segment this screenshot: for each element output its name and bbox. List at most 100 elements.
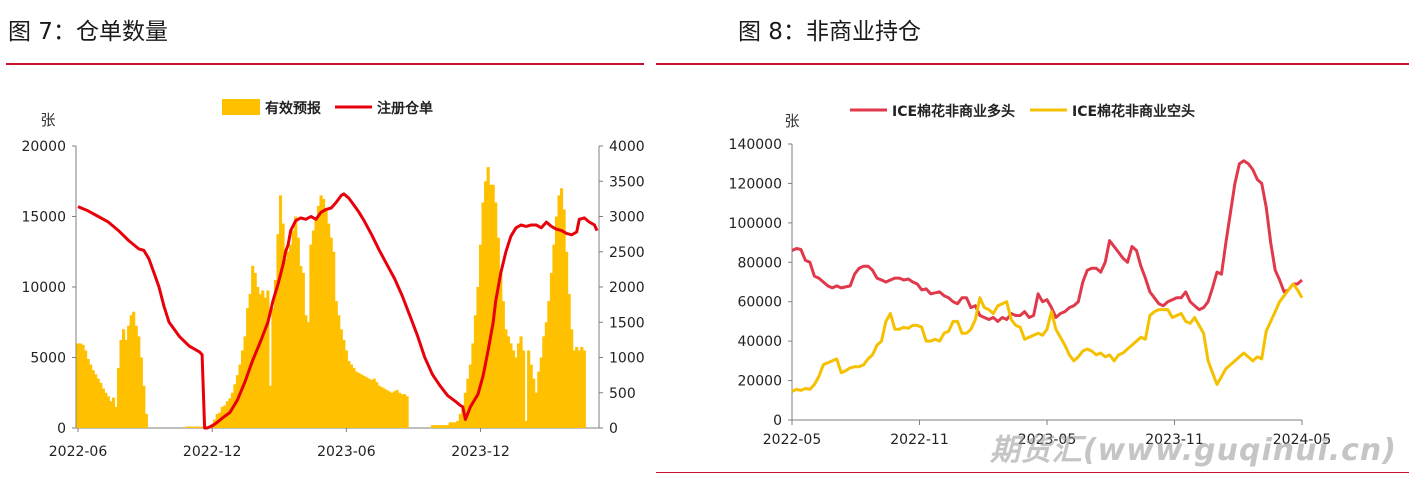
bar-effective-forecast [481, 202, 485, 428]
bar-effective-forecast [106, 396, 110, 428]
line-noncommercial-short [791, 282, 1304, 393]
bar-effective-forecast [251, 265, 255, 428]
bar-effective-forecast [392, 391, 397, 428]
y-tick-label: 0 [773, 413, 782, 429]
bar-effective-forecast [375, 382, 379, 428]
bar-effective-forecast [306, 322, 310, 428]
bar-effective-forecast [575, 346, 579, 428]
bar-effective-forecast [81, 344, 85, 428]
bar-effective-forecast [96, 378, 100, 428]
bar-effective-forecast [435, 425, 440, 428]
non-commercial-position-chart: 张 0 20000 40000 60000 80000 100000 120000 140000… [729, 103, 1332, 448]
bar-effective-forecast [185, 426, 189, 428]
bar-effective-forecast [256, 287, 260, 428]
y-tick-label: 100000 [729, 216, 782, 232]
bottom-rule-right [656, 472, 1409, 473]
bar-effective-forecast [534, 392, 538, 428]
bar-effective-forecast [289, 244, 293, 428]
bar-effective-forecast [119, 339, 123, 428]
x-tick-label: 2022-12 [183, 444, 242, 460]
legend-label-effective-forecast: 有效预报 [265, 100, 321, 117]
bar-effective-forecast [187, 426, 191, 428]
bar-effective-forecast [122, 329, 126, 428]
bar-effective-forecast [344, 350, 348, 428]
right-y-tick-label: 2500 [609, 245, 645, 261]
bar-effective-forecast [433, 425, 437, 428]
bar-effective-forecast [367, 378, 371, 428]
right-y-tick-label: 1000 [609, 351, 645, 367]
bar-effective-forecast [461, 406, 465, 428]
bar-effective-forecast [570, 329, 574, 428]
bar-effective-forecast [134, 325, 138, 428]
bar-effective-forecast [501, 301, 505, 428]
bar-effective-forecast [286, 251, 290, 428]
bar-effective-forecast [451, 422, 455, 428]
bar-effective-forecast [458, 413, 462, 428]
bar-effective-forecast [296, 237, 300, 428]
bar-effective-forecast [382, 388, 386, 428]
bar-effective-forecast [468, 364, 472, 428]
bar-effective-forecast [261, 290, 265, 428]
right-y-tick-label: 4000 [609, 139, 645, 155]
bar-effective-forecast [263, 297, 267, 428]
bar-effective-forecast [380, 387, 384, 428]
x-tick-label: 2022-11 [890, 432, 949, 448]
bar-effective-forecast [347, 361, 351, 428]
bar-effective-forecast [514, 357, 518, 428]
y-tick-label: 20000 [737, 374, 782, 390]
bar-effective-forecast [438, 425, 442, 428]
bar-effective-forecast [519, 336, 523, 428]
bar-effective-forecast [496, 237, 500, 428]
x-tick-label: 2024-05 [1273, 432, 1332, 448]
bar-effective-forecast [582, 350, 586, 428]
bar-effective-forecast [453, 422, 457, 428]
bar-effective-forecast [84, 350, 88, 428]
bar-effective-forecast [127, 325, 131, 428]
bar-effective-forecast [266, 290, 270, 428]
bar-effective-forecast [352, 368, 356, 428]
x-tick-label: 2023-11 [1145, 432, 1204, 448]
bar-effective-forecast [314, 220, 318, 428]
bar-effective-forecast [89, 364, 93, 428]
bar-effective-forecast [271, 308, 275, 428]
bar-effective-forecast [137, 336, 141, 428]
bar-effective-forecast [299, 265, 303, 428]
bar-effective-forecast [365, 377, 369, 428]
bar-effective-forecast [537, 371, 541, 428]
left-y-tick-label: 10000 [21, 280, 66, 296]
bar-effective-forecast [504, 329, 508, 428]
bar-effective-forecast [527, 350, 531, 428]
bar-effective-forecast [554, 216, 559, 428]
bar-effective-forecast [76, 343, 80, 428]
left-y-tick-label: 20000 [21, 139, 66, 155]
bar-effective-forecast [324, 209, 328, 428]
bar-effective-forecast [322, 198, 326, 428]
bar-effective-forecast [385, 389, 389, 428]
bar-effective-forecast [334, 301, 338, 428]
bar-effective-forecast [509, 343, 513, 428]
bar-effective-forecast [200, 426, 204, 428]
bar-effective-forecast [339, 329, 343, 428]
bar-effective-forecast [192, 426, 197, 428]
bar-effective-forecast [301, 272, 305, 428]
bar-effective-forecast [111, 397, 116, 428]
bar-effective-forecast [489, 184, 493, 428]
bar-effective-forecast [390, 392, 394, 428]
bar-effective-forecast [129, 315, 133, 428]
bar-effective-forecast [506, 336, 510, 428]
figure-7-title: 图 7：仓单数量 [8, 19, 168, 45]
bar-effective-forecast [248, 294, 252, 428]
bar-effective-forecast [78, 343, 83, 428]
bar-effective-forecast [86, 358, 90, 428]
line-noncommercial-long [791, 159, 1303, 323]
right-y-tick-label: 0 [609, 421, 618, 437]
bar-effective-forecast [403, 394, 407, 428]
bar-effective-forecast [542, 336, 546, 428]
legend-label-noncommercial-long: ICE棉花非商业多头 [892, 103, 1015, 120]
bar-effective-forecast [332, 251, 336, 428]
bar-effective-forecast [463, 392, 467, 428]
bar-effective-forecast [337, 315, 341, 428]
bar-effective-forecast [94, 374, 98, 428]
bar-effective-forecast [190, 426, 194, 428]
legend-swatch-effective-forecast [222, 99, 260, 115]
